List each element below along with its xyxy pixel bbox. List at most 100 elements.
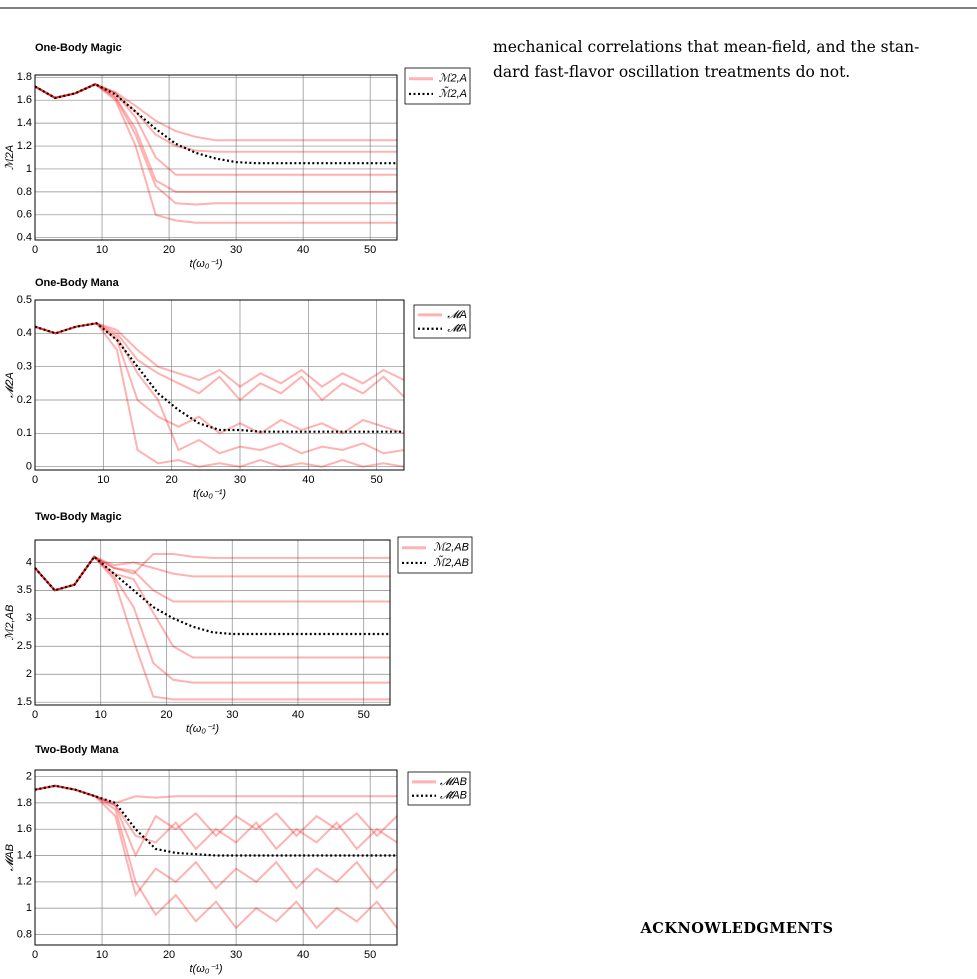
ensemble-run [34, 784, 398, 858]
mean-line [34, 555, 390, 636]
x-tick-label: 10 [97, 474, 109, 486]
x-tick-label: 10 [95, 709, 107, 721]
y-tick-label: 1 [26, 163, 32, 175]
y-tick-label: 0.3 [17, 361, 32, 373]
y-axis-label: ℳ2A [4, 145, 16, 170]
y-tick-label: 2 [26, 668, 32, 680]
ensemble-run [34, 322, 405, 468]
x-tick-label: 50 [371, 474, 383, 486]
y-tick-label: 0.2 [17, 394, 32, 406]
legend-label: 𝓜̃A [447, 323, 467, 335]
legend-box [404, 67, 471, 105]
x-tick-label: 50 [364, 949, 376, 961]
legend-label: ℳ̃2,A [439, 86, 467, 100]
ensemble-run [34, 555, 390, 603]
ensemble-run [34, 784, 397, 804]
plot-frame [34, 769, 398, 946]
y-tick-label: 1.8 [17, 797, 32, 809]
chart-title: Two-Body Mana [35, 744, 119, 756]
y-tick-label: 1.2 [17, 876, 32, 888]
legend-label: 𝓜A [447, 309, 467, 321]
legend-label: ℳ2,A [439, 73, 467, 85]
x-tick-label: 20 [166, 474, 178, 486]
legend-label: 𝓜AB [440, 776, 467, 788]
x-tick-label: 40 [292, 709, 304, 721]
x-axis-label: t(ω₀⁻¹) [189, 258, 222, 270]
y-tick-label: 1.6 [17, 823, 32, 835]
y-tick-label: 0.4 [17, 327, 32, 339]
y-tick-label: 0.1 [17, 427, 32, 439]
legend-box [413, 304, 471, 339]
y-tick-label: 1 [26, 902, 32, 914]
x-tick-label: 30 [226, 709, 238, 721]
ensemble-run [34, 83, 397, 206]
x-tick-label: 20 [163, 949, 175, 961]
legend-label: ℳ̃2,AB [433, 555, 469, 569]
y-axis-label: 𝓜2A [4, 372, 16, 398]
y-tick-label: 1.6 [17, 94, 32, 106]
ensemble-run [34, 555, 390, 701]
legend-label: ℳ2,AB [433, 542, 469, 554]
x-tick-label: 30 [234, 474, 246, 486]
y-tick-label: 0.5 [17, 294, 32, 306]
ensemble-run [34, 322, 405, 402]
x-axis-label: t(ω₀⁻¹) [189, 963, 222, 975]
ensemble-run [34, 83, 397, 153]
x-tick-label: 20 [163, 244, 175, 256]
x-axis-label: t(ω₀⁻¹) [186, 723, 219, 735]
y-tick-label: 2 [26, 770, 32, 782]
chart-title: Two-Body Magic [35, 511, 122, 523]
x-tick-label: 40 [297, 949, 309, 961]
x-axis-label: t(ω₀⁻¹) [193, 488, 226, 500]
y-tick-label: 1.5 [17, 696, 32, 708]
x-tick-label: 50 [358, 709, 370, 721]
y-tick-label: 3.5 [17, 584, 32, 596]
x-tick-label: 40 [297, 244, 309, 256]
x-tick-label: 10 [96, 244, 108, 256]
x-tick-label: 0 [32, 949, 38, 961]
chart: One-Body Magic 0.4 0.6 0.8 1 1.2 1.4 1.6 1.8 0 10 2… [4, 42, 471, 270]
y-tick-label: 3 [26, 612, 32, 624]
legend-label: 𝓜̃AB [440, 790, 467, 802]
x-tick-label: 10 [96, 949, 108, 961]
y-tick-label: 1.4 [17, 117, 32, 129]
ensemble-run [34, 784, 398, 898]
ensemble-run [34, 83, 397, 176]
ensemble-run [34, 555, 390, 684]
chart: One-Body Mana 0 0.1 0.2 0.3 0.4 0.5 0 10 20 30 40 50… [4, 277, 471, 500]
x-tick-label: 20 [160, 709, 172, 721]
x-tick-label: 50 [364, 244, 376, 256]
y-tick-label: 4 [26, 556, 32, 568]
legend-box [397, 536, 473, 574]
y-tick-label: 0 [26, 461, 32, 473]
ensemble-run [34, 83, 397, 142]
ensemble-run [34, 784, 398, 930]
ensemble-run [34, 83, 397, 224]
x-tick-label: 0 [32, 244, 38, 256]
paragraph-line: dard fast-flavor oscillation treatments … [493, 63, 850, 81]
plot-frame [34, 539, 391, 706]
x-tick-label: 30 [230, 244, 242, 256]
x-tick-label: 30 [230, 949, 242, 961]
ensemble-run [34, 784, 398, 851]
mean-line [34, 322, 404, 433]
chart-title: One-Body Magic [35, 42, 122, 54]
y-tick-label: 0.6 [17, 209, 32, 221]
y-axis-label: ℳ2,AB [4, 605, 16, 641]
y-tick-label: 0.4 [17, 232, 32, 244]
y-tick-label: 0.8 [17, 928, 32, 940]
ensemble-run [34, 555, 390, 659]
plot-frame [34, 299, 405, 471]
mean-line [34, 82, 397, 165]
y-tick-label: 1.8 [17, 71, 32, 83]
legend-box [407, 771, 471, 806]
x-tick-label: 40 [302, 474, 314, 486]
section-heading: ACKNOWLEDGMENTS [640, 920, 834, 937]
y-tick-label: 1.2 [17, 140, 32, 152]
y-tick-label: 0.8 [17, 186, 32, 198]
